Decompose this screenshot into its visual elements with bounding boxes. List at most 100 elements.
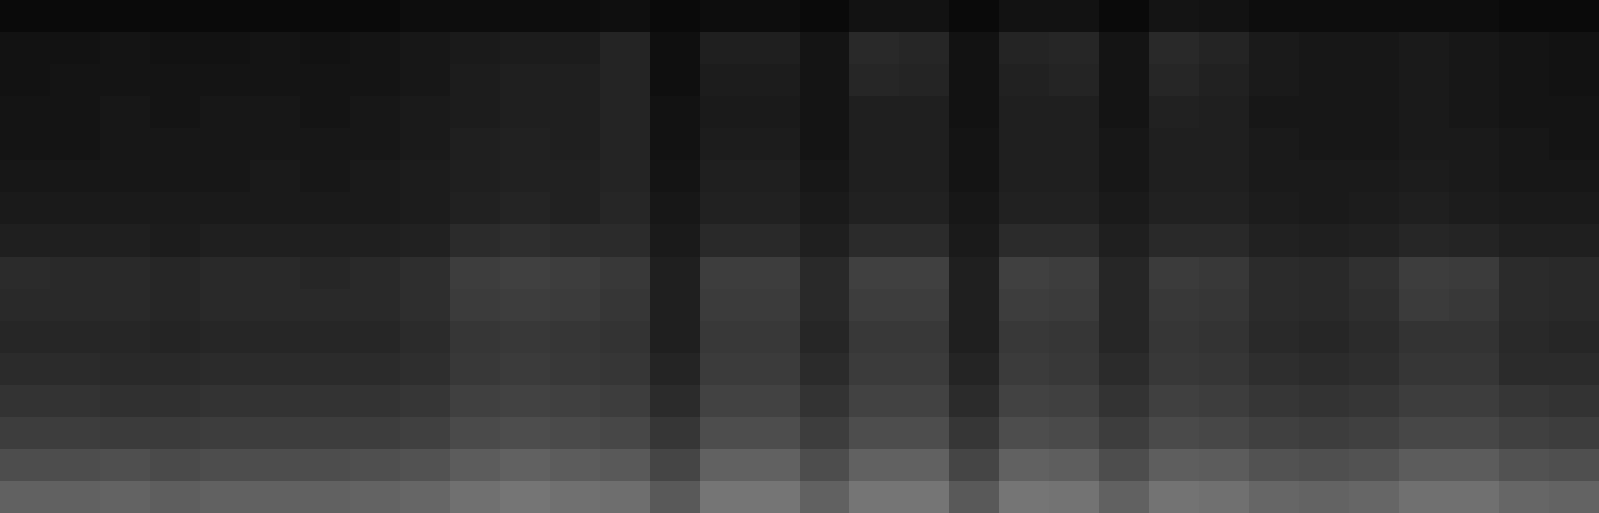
cell	[849, 64, 900, 97]
cell	[100, 224, 151, 257]
chart	[0, 0, 1599, 513]
cell	[550, 128, 601, 161]
cell	[500, 224, 551, 257]
cell	[1299, 481, 1350, 513]
cell	[500, 289, 551, 322]
cell	[1249, 64, 1300, 97]
cell	[1249, 257, 1300, 290]
cell	[949, 64, 1000, 97]
cell	[550, 449, 601, 482]
cell	[750, 0, 801, 33]
cell	[1149, 64, 1200, 97]
cell	[550, 353, 601, 386]
cell	[250, 96, 301, 129]
cell	[600, 481, 651, 513]
cell	[1449, 224, 1500, 257]
cell	[450, 160, 501, 193]
cell	[949, 96, 1000, 129]
cell	[400, 96, 451, 129]
cell	[650, 96, 701, 129]
cell	[500, 32, 551, 65]
cell	[100, 96, 151, 129]
cell	[1499, 385, 1550, 418]
cell	[1299, 160, 1350, 193]
cell	[450, 481, 501, 513]
cell	[1049, 289, 1100, 322]
cell	[750, 321, 801, 354]
cell	[999, 385, 1050, 418]
cell	[50, 32, 101, 65]
cell	[100, 257, 151, 290]
cell	[1199, 128, 1250, 161]
cell	[1299, 385, 1350, 418]
cell	[1199, 224, 1250, 257]
cell	[1399, 32, 1450, 65]
cell	[1349, 160, 1400, 193]
cell	[400, 481, 451, 513]
cell	[650, 257, 701, 290]
cell	[350, 96, 401, 129]
cell	[300, 481, 351, 513]
cell	[899, 289, 950, 322]
cell	[700, 385, 751, 418]
cell	[350, 64, 401, 97]
cell	[1499, 128, 1550, 161]
cell	[700, 257, 751, 290]
cell	[600, 289, 651, 322]
cell	[800, 481, 851, 513]
cell	[650, 353, 701, 386]
cell	[750, 32, 801, 65]
cell	[1449, 385, 1500, 418]
cell	[1099, 417, 1150, 450]
cell	[1349, 192, 1400, 225]
cell	[700, 321, 751, 354]
cell	[300, 449, 351, 482]
cell	[1099, 160, 1150, 193]
cell	[1199, 160, 1250, 193]
cell	[600, 64, 651, 97]
cell	[750, 96, 801, 129]
cell	[899, 353, 950, 386]
cell	[1349, 96, 1400, 129]
cell	[500, 128, 551, 161]
cell	[1349, 0, 1400, 33]
cell	[50, 385, 101, 418]
cell	[1099, 289, 1150, 322]
cell	[849, 481, 900, 513]
cell	[800, 0, 851, 33]
cell	[1499, 417, 1550, 450]
cell	[0, 321, 51, 354]
cell	[200, 128, 251, 161]
cell	[250, 224, 301, 257]
cell	[1199, 257, 1250, 290]
cell	[600, 0, 651, 33]
cell	[849, 0, 900, 33]
cell	[50, 321, 101, 354]
cell	[1549, 64, 1599, 97]
cell	[1399, 160, 1450, 193]
cell	[250, 128, 301, 161]
cell	[50, 289, 101, 322]
cell	[849, 257, 900, 290]
cell	[1549, 160, 1599, 193]
cell	[300, 0, 351, 33]
cell	[1199, 353, 1250, 386]
cell	[1399, 257, 1450, 290]
cell	[700, 417, 751, 450]
cell	[100, 64, 151, 97]
cell	[1099, 257, 1150, 290]
cell	[100, 32, 151, 65]
cell	[50, 128, 101, 161]
cell	[50, 224, 101, 257]
cell	[1249, 417, 1300, 450]
cell	[150, 192, 201, 225]
cell	[1399, 96, 1450, 129]
cell	[650, 385, 701, 418]
cell	[600, 192, 651, 225]
cell	[750, 192, 801, 225]
cell	[1149, 224, 1200, 257]
cell	[500, 64, 551, 97]
cell	[1149, 353, 1200, 386]
cell	[1549, 289, 1599, 322]
cell	[1349, 481, 1400, 513]
